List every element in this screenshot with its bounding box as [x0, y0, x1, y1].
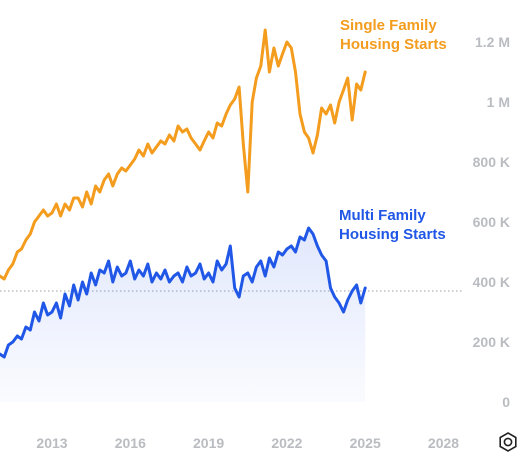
x-tick-label: 2013 [36, 435, 67, 451]
y-axis-ticks: 0 200 K 400 K 600 K 800 K 1 M 1.2 M [473, 34, 511, 410]
y-tick-label: 800 K [473, 154, 510, 170]
multi-family-label: Multi Family Housing Starts [339, 207, 446, 243]
x-tick-label: 2025 [350, 435, 381, 451]
series-lines [0, 28, 367, 359]
x-axis-ticks: 2013 2016 2019 2022 2025 2028 [36, 435, 459, 451]
series-labels: Single Family Housing Starts Multi Family H… [339, 17, 447, 243]
y-tick-label: 0 [502, 394, 510, 410]
multi-family-line [0, 226, 367, 359]
y-tick-label: 1.2 M [475, 34, 510, 50]
gear-icon [499, 432, 517, 452]
multi-family-area [0, 228, 366, 402]
x-tick-label: 2022 [271, 435, 302, 451]
x-tick-label: 2019 [193, 435, 224, 451]
settings-button[interactable] [497, 431, 519, 453]
y-tick-label: 400 K [473, 274, 510, 290]
area-fills [0, 228, 366, 402]
y-tick-label: 600 K [473, 214, 510, 230]
single-family-label: Single Family Housing Starts [340, 17, 447, 53]
x-tick-label: 2028 [428, 435, 459, 451]
x-tick-label: 2016 [115, 435, 146, 451]
y-tick-label: 200 K [473, 334, 510, 350]
single-family-line [0, 28, 367, 281]
y-tick-label: 1 M [487, 94, 510, 110]
